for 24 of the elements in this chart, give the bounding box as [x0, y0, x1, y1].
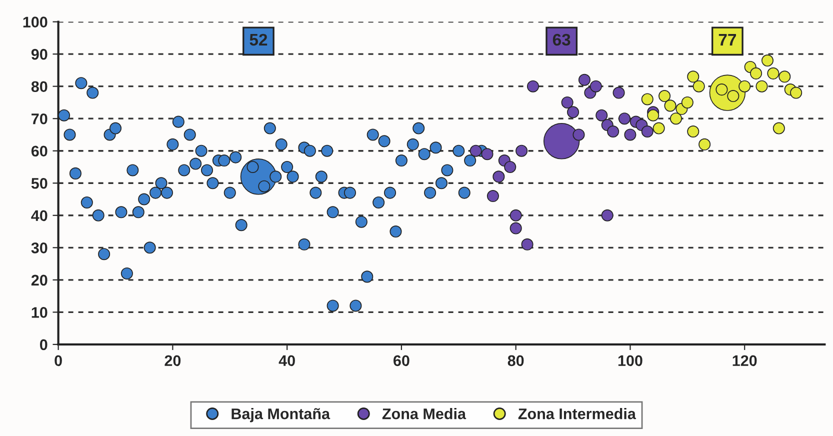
- x-tick-label: 80: [508, 355, 524, 366]
- x-tick-label: 40: [278, 355, 295, 366]
- y-tick-label: 10: [32, 307, 48, 318]
- annotation: 63: [552, 34, 570, 46]
- y-tick-label: 50: [31, 178, 48, 189]
- y-tick-label: 20: [31, 274, 48, 286]
- y-tick-label: 0: [40, 339, 48, 350]
- x-tick-label: 20: [164, 355, 181, 366]
- y-tick-label: 90: [31, 48, 48, 60]
- y-tick-label: 70: [32, 113, 48, 124]
- x-tick-label: 100: [618, 355, 642, 366]
- y-tick-label: 80: [31, 81, 48, 92]
- legend-label: Baja Montaña: [232, 408, 330, 422]
- annotation: 52: [250, 34, 268, 46]
- legend-label: Zona Intermedia: [518, 408, 636, 420]
- y-tick-label: 40: [31, 210, 48, 222]
- y-tick-label: 30: [31, 242, 48, 254]
- y-tick-label: 60: [31, 146, 48, 157]
- x-tick-label: 60: [394, 355, 410, 366]
- legend-label: Zona Media: [382, 408, 466, 420]
- y-tick-label: 100: [23, 16, 48, 28]
- x-tick-label: 120: [732, 355, 757, 366]
- annotation: 77: [718, 34, 736, 46]
- x-tick-label: 0: [54, 355, 62, 366]
